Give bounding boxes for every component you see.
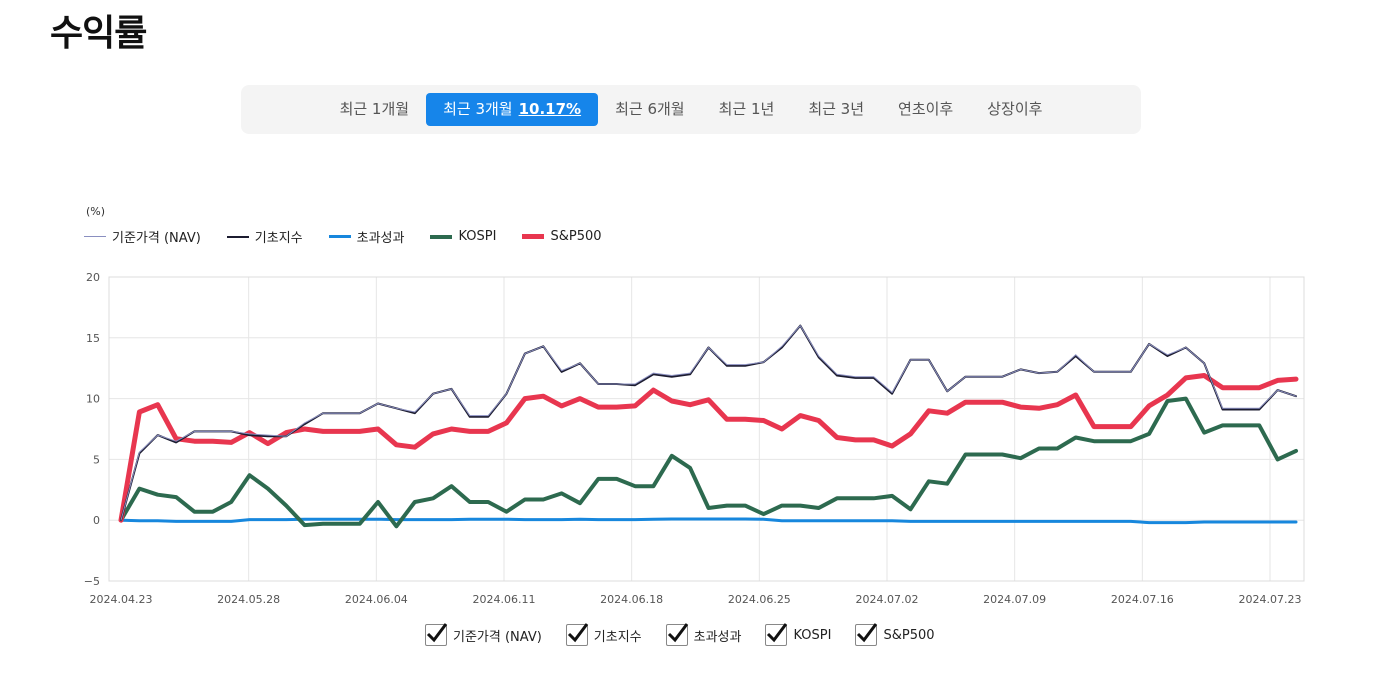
- legend-swatch: [328, 235, 351, 238]
- tab-3-years[interactable]: 최근 3년: [791, 93, 881, 126]
- toggle-label: 기준가격 (NAV): [453, 629, 542, 645]
- toggle-label: KOSPI: [793, 627, 832, 643]
- x-tick-label: 2024.06.18: [600, 593, 663, 606]
- y-tick-label: 5: [93, 453, 100, 466]
- x-tick-label: 2024.06.25: [728, 593, 791, 606]
- checkbox[interactable]: [425, 623, 448, 646]
- x-tick-label: 2024.07.23: [1239, 593, 1302, 606]
- x-tick-label: 2024.05.28: [217, 593, 280, 606]
- check-icon: [426, 623, 448, 643]
- legend-swatch: [430, 234, 453, 239]
- legend-item-kospi: KOSPI: [430, 227, 496, 246]
- y-tick-label: 15: [86, 332, 100, 345]
- toggle-label: S&P500: [883, 627, 935, 643]
- legend-item-base-index: 기초지수: [226, 227, 303, 246]
- x-tick-label: 2024.06.11: [473, 593, 536, 606]
- toggle-label: 초과성과: [693, 629, 742, 645]
- checkbox[interactable]: [665, 623, 688, 646]
- toggle-excess-return[interactable]: 초과성과: [665, 623, 742, 646]
- tab-since-listing[interactable]: 상장이후: [970, 93, 1059, 126]
- check-icon: [567, 623, 588, 643]
- tab-label: 최근 3개월: [443, 100, 513, 118]
- legend-item-sp500: S&P500: [522, 227, 602, 246]
- legend-item-excess-return: 초과성과: [328, 227, 405, 246]
- legend-label: 초과성과: [356, 231, 405, 246]
- check-icon: [667, 623, 688, 643]
- tab-6-months[interactable]: 최근 6개월: [598, 93, 702, 126]
- legend-swatch: [226, 235, 249, 238]
- y-tick-label: −5: [84, 575, 100, 588]
- checkbox[interactable]: [855, 623, 878, 646]
- returns-line-chart: 20 15 10 5 0 −5 2024.04.23 2024.05.28 2024.06.04…: [84, 271, 1305, 606]
- y-axis-unit: (%): [86, 205, 106, 218]
- series-line-0: [120, 325, 1297, 521]
- tab-label: 최근 3년: [808, 100, 865, 118]
- legend-label: KOSPI: [458, 229, 497, 244]
- toggle-kospi[interactable]: KOSPI: [765, 623, 832, 646]
- series-line-1: [120, 324, 1297, 522]
- period-tabs: 최근 1개월 최근 3개월 10.17% 최근 6개월 최근 1년 최근 3년 연…: [241, 85, 1141, 134]
- checkbox[interactable]: [565, 623, 588, 646]
- tab-return-value: 10.17%: [518, 100, 582, 118]
- legend-label: 기준가격 (NAV): [112, 231, 201, 246]
- chart-legend: 기준가격 (NAV) 기초지수 초과성과 KOSPI S&P500: [84, 227, 628, 246]
- plot-frame: [108, 276, 1305, 582]
- tab-label: 최근 1년: [718, 100, 775, 118]
- toggle-sp500[interactable]: S&P500: [855, 623, 935, 646]
- y-tick-label: 20: [86, 271, 100, 284]
- legend-swatch: [84, 236, 106, 237]
- page-title: 수익률: [50, 13, 147, 54]
- legend-label: S&P500: [550, 229, 602, 244]
- toggle-nav[interactable]: 기준가격 (NAV): [425, 623, 542, 646]
- x-tick-label: 2024.07.02: [856, 593, 919, 606]
- toggle-label: 기초지수: [593, 629, 642, 645]
- tab-1-year[interactable]: 최근 1년: [702, 93, 792, 126]
- x-tick-label: 2024.06.04: [345, 593, 408, 606]
- x-tick-label: 2024.04.23: [90, 593, 153, 606]
- x-tick-label: 2024.07.09: [983, 593, 1046, 606]
- checkbox[interactable]: [765, 623, 788, 646]
- tab-1-month[interactable]: 최근 1개월: [323, 93, 427, 126]
- legend-swatch: [522, 234, 545, 239]
- y-tick-label: 0: [93, 514, 100, 527]
- check-icon: [767, 623, 788, 643]
- check-icon: [857, 623, 878, 643]
- series-line-4: [118, 373, 1299, 523]
- legend-item-nav: 기준가격 (NAV): [84, 227, 201, 246]
- tab-label: 상장이후: [987, 100, 1043, 118]
- series-line-2: [119, 517, 1298, 525]
- x-tick-label: 2024.07.16: [1111, 593, 1174, 606]
- series-toggles: 기준가격 (NAV) 기초지수 초과성과 KOSPI S&P500: [425, 623, 959, 646]
- tab-label: 연초이후: [898, 100, 954, 118]
- y-tick-label: 10: [86, 393, 100, 406]
- tab-label: 최근 1개월: [339, 100, 410, 118]
- legend-label: 기초지수: [254, 231, 303, 246]
- tab-ytd[interactable]: 연초이후: [881, 93, 970, 126]
- series-line-3: [119, 396, 1298, 529]
- toggle-base-index[interactable]: 기초지수: [565, 623, 642, 646]
- tab-3-months[interactable]: 최근 3개월 10.17%: [426, 93, 599, 126]
- tab-label: 최근 6개월: [615, 100, 685, 118]
